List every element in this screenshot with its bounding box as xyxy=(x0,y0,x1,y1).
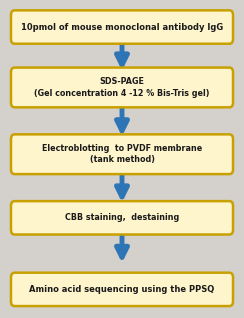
FancyBboxPatch shape xyxy=(11,201,233,234)
FancyBboxPatch shape xyxy=(11,10,233,44)
Text: Amino acid sequencing using the PPSQ: Amino acid sequencing using the PPSQ xyxy=(29,285,215,294)
Text: CBB staining,  destaining: CBB staining, destaining xyxy=(65,213,179,222)
Text: SDS-PAGE
(Gel concentration 4 -12 % Bis-Tris gel): SDS-PAGE (Gel concentration 4 -12 % Bis-… xyxy=(34,77,210,98)
Text: Electroblotting  to PVDF membrane
(tank method): Electroblotting to PVDF membrane (tank m… xyxy=(42,144,202,164)
FancyBboxPatch shape xyxy=(11,134,233,174)
FancyBboxPatch shape xyxy=(11,273,233,306)
Text: 10pmol of mouse monoclonal antibody IgG: 10pmol of mouse monoclonal antibody IgG xyxy=(21,23,223,31)
FancyBboxPatch shape xyxy=(11,68,233,107)
